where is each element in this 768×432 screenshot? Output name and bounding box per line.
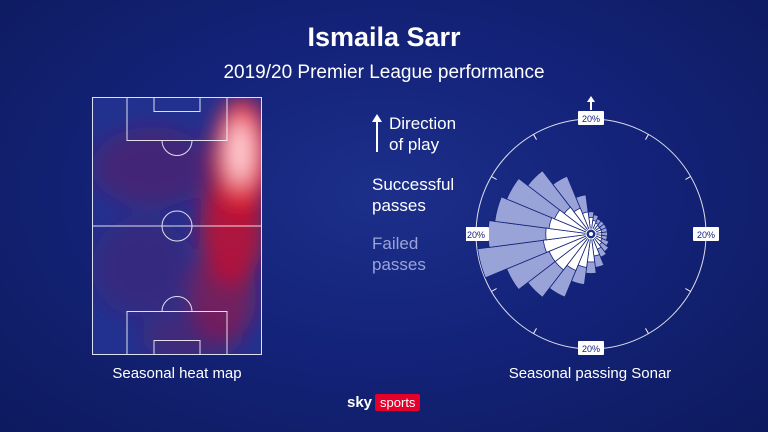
logo-sky-text: sky: [347, 393, 373, 411]
sonar-center-dot: [589, 232, 593, 236]
sonar-caption: Seasonal passing Sonar: [508, 365, 672, 382]
sonar-tick: [533, 328, 537, 334]
sonar-label-right: 20%: [693, 227, 719, 241]
sonar-direction-arrow-icon: [587, 96, 595, 110]
pitch-lines: [92, 97, 262, 355]
logo-sports-text: sports: [375, 393, 421, 411]
sonar-tick: [491, 176, 497, 180]
legend-direction: Direction of play: [389, 113, 456, 155]
heat-map-caption: Seasonal heat map: [112, 365, 242, 382]
svg-text:20%: 20%: [467, 230, 485, 240]
heat-map: [92, 97, 262, 355]
legend-failed: Failed passes: [372, 233, 426, 275]
legend-direction-line1: Direction: [389, 114, 457, 133]
legend-successful-line1: Successful: [372, 175, 455, 194]
svg-text:20%: 20%: [697, 230, 715, 240]
page-title: Ismaila Sarr: [307, 22, 461, 52]
passing-sonar: 20% 20% 20% 20%: [466, 96, 719, 355]
sonar-tick: [645, 328, 649, 334]
legend-failed-line2: passes: [372, 255, 426, 274]
sonar-tick: [685, 288, 691, 292]
legend-direction-line2: of play: [389, 135, 440, 154]
sonar-tick: [685, 176, 691, 180]
legend-successful-line2: passes: [372, 196, 426, 215]
sonar-label-left: 20%: [466, 227, 489, 241]
svg-text:20%: 20%: [582, 344, 600, 354]
sonar-tick: [645, 134, 649, 140]
svg-text:20%: 20%: [582, 114, 600, 124]
page-subtitle: 2019/20 Premier League performance: [223, 62, 545, 83]
legend-failed-line1: Failed: [372, 234, 419, 253]
sonar-label-bottom: 20%: [578, 341, 604, 355]
legend-successful: Successful passes: [372, 174, 454, 216]
sonar-label-top: 20%: [578, 111, 604, 125]
heat-blobs: [92, 97, 262, 355]
sonar-ticks: [476, 119, 706, 349]
sonar-tick: [533, 134, 537, 140]
sky-sports-logo: sky sports: [347, 393, 421, 411]
sonar-tick: [491, 288, 497, 292]
direction-arrow-icon: [372, 114, 382, 152]
